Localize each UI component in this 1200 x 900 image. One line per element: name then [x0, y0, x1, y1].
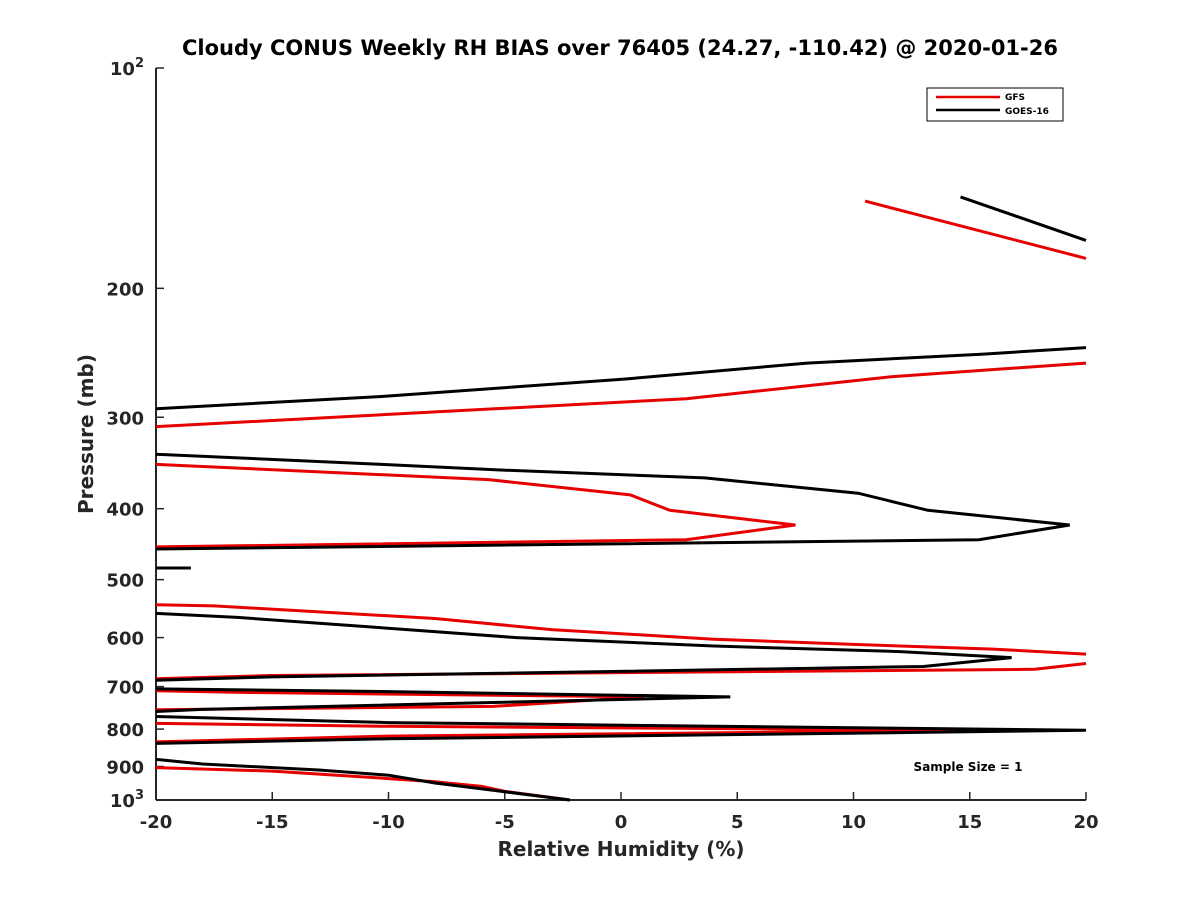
x-axis-title: Relative Humidity (%) [497, 837, 744, 861]
series-line-goes16 [960, 195, 1087, 242]
y-tick-label: 600 [106, 629, 144, 650]
x-tick-label: -5 [495, 812, 515, 833]
series-goes16 [155, 195, 1087, 802]
series-line-goes16 [155, 452, 1070, 551]
x-tick-label: -15 [256, 812, 289, 833]
x-tick-label: 5 [731, 812, 744, 833]
chart-title: Cloudy CONUS Weekly RH BIAS over 76405 (… [182, 36, 1058, 60]
legend-label-gfs: GFS [1005, 93, 1025, 103]
series-line-goes16 [155, 715, 1087, 745]
series-layer [155, 195, 1087, 802]
y-tick-label: 700 [106, 678, 144, 699]
x-tick-label: 0 [615, 812, 628, 833]
series-gfs [155, 199, 1087, 802]
y-tick-label: 300 [106, 408, 144, 429]
y-ticks: 102 200 300 400 500 600 700 800 900 103 [106, 56, 164, 812]
y-tick-label: 500 [106, 571, 144, 592]
x-tick-label: 15 [957, 812, 982, 833]
x-tick-label: 10 [841, 812, 866, 833]
y-tick-label: 800 [106, 720, 144, 741]
series-line-gfs [155, 603, 1087, 656]
y-tick-label: 400 [106, 500, 144, 521]
x-tick-label: -10 [372, 812, 405, 833]
series-line-goes16 [155, 757, 571, 802]
x-tick-label: -20 [140, 812, 173, 833]
series-line-gfs [864, 199, 1087, 260]
y-tick-label: 900 [106, 758, 144, 779]
legend-label-goes16: GOES-16 [1005, 107, 1049, 117]
series-line-goes16 [155, 687, 731, 713]
y-tick-label: 102 [110, 56, 144, 80]
legend-box [926, 87, 1064, 122]
series-line-gfs [155, 361, 1087, 429]
x-tick-label: 20 [1073, 812, 1098, 833]
y-axis-title: Pressure (mb) [74, 354, 98, 514]
series-line-goes16 [155, 611, 1012, 682]
x-ticks: -20 -15 -10 -5 0 5 10 15 20 [140, 792, 1099, 833]
series-line-gfs [155, 462, 796, 549]
series-line-goes16 [155, 346, 1087, 411]
y-tick-label: 200 [106, 279, 144, 300]
y-tick-label: 103 [110, 788, 144, 812]
legend: GFS GOES-16 [926, 87, 1064, 122]
sample-size-annotation: Sample Size = 1 [914, 760, 1023, 774]
